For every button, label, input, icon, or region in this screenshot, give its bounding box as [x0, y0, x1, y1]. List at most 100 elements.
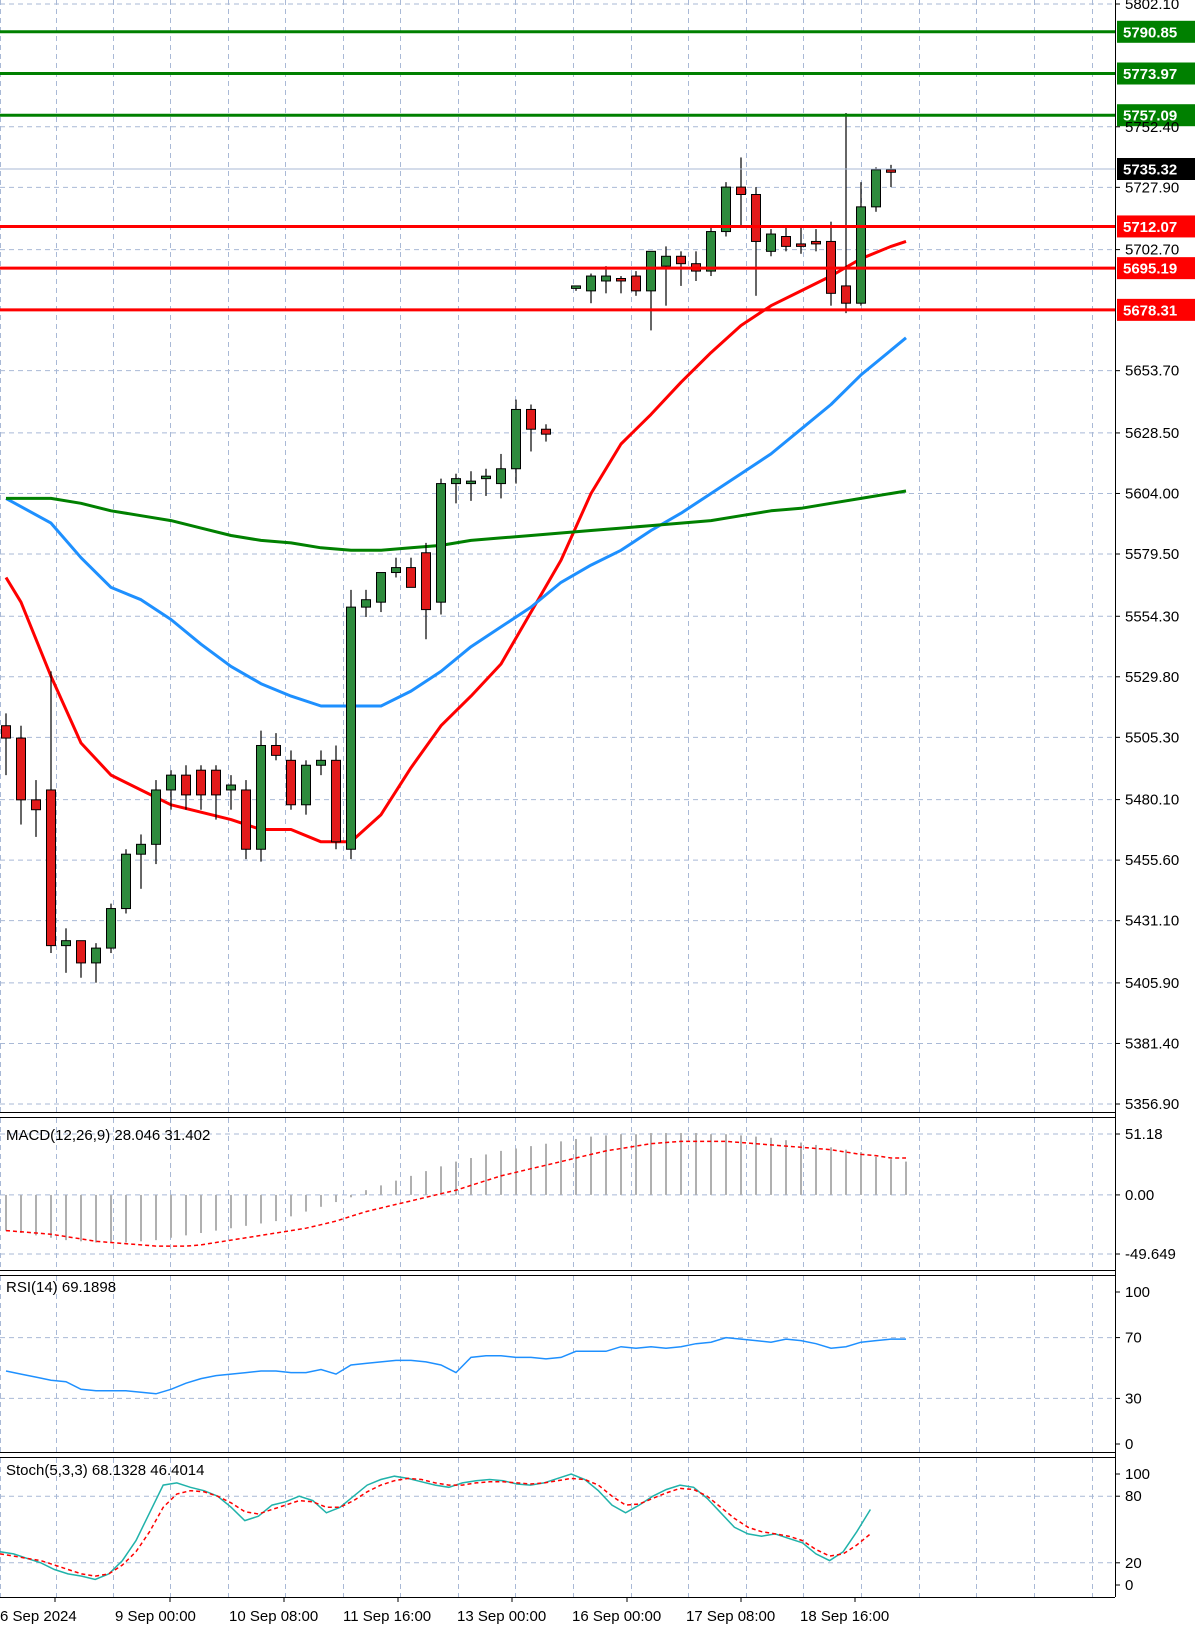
candle-body: [586, 275, 596, 292]
rsi-tick-label: 100: [1125, 1284, 1150, 1301]
candle-body: [271, 744, 281, 756]
time-tick-label: 17 Sep 08:00: [686, 1608, 775, 1625]
current-price-label: 5735.32: [1123, 162, 1177, 179]
candle-body: [451, 478, 461, 485]
stoch-tick-label: 80: [1125, 1488, 1142, 1505]
current-price-marker: 5735.32: [0, 158, 1195, 180]
macd-tick-label: 0.00: [1125, 1187, 1154, 1204]
candle: [91, 943, 101, 983]
candle: [661, 246, 671, 306]
candle-body: [646, 250, 656, 292]
candle-body: [241, 789, 251, 850]
candle-body: [721, 186, 731, 233]
candle: [391, 557, 401, 578]
candle-body: [766, 233, 776, 252]
candle-body: [481, 475, 491, 480]
candle: [61, 928, 71, 973]
price-tick-label: 5529.80: [1125, 669, 1179, 686]
candle: [181, 765, 191, 810]
candle: [766, 229, 776, 257]
candle: [226, 775, 236, 810]
stoch-plot: [0, 1473, 872, 1581]
candle-body: [631, 275, 641, 292]
price-axis: 5802.10 5752.40 5727.90 5702.70 5653.70 5628.…: [1115, 0, 1179, 1113]
candle: [541, 424, 551, 442]
stoch-grid: [0, 1457, 1115, 1598]
macd-grid: [0, 1117, 1115, 1271]
rsi-grid: [0, 1275, 1115, 1453]
stoch-panel: Stoch(5,3,3) 68.1328 46.4014 100 80 20 0: [0, 1457, 1150, 1598]
candle-body: [886, 169, 896, 173]
price-tick-label: 5554.30: [1125, 608, 1179, 625]
candle: [136, 834, 146, 889]
candle: [316, 750, 326, 776]
candle-body: [601, 275, 611, 282]
candle: [691, 251, 701, 281]
level-tag: [1117, 20, 1195, 43]
candle-body: [196, 769, 206, 796]
candle-body: [811, 240, 821, 245]
time-tick-label: 13 Sep 00:00: [457, 1608, 546, 1625]
rsi-plot: [5, 1336, 906, 1395]
price-tick-label: 5727.90: [1125, 179, 1179, 196]
price-tick-label: 5653.70: [1125, 363, 1179, 380]
macd-plot: [5, 1133, 907, 1247]
price-grid: [0, 0, 1116, 1597]
candle: [31, 780, 41, 837]
candle-body: [376, 572, 386, 603]
candle: [826, 221, 836, 306]
candle-body: [571, 285, 581, 289]
candle-body: [616, 278, 626, 282]
candle-body: [286, 759, 296, 806]
candle-body: [91, 947, 101, 964]
level-tag: [1117, 257, 1195, 280]
candle-body: [121, 853, 131, 910]
macd-tick-label: -49.649: [1125, 1246, 1176, 1263]
price-tick-label: 5405.90: [1125, 975, 1179, 992]
candle-body: [136, 843, 146, 855]
candle-body: [736, 186, 746, 195]
candle-body: [751, 193, 761, 242]
candle-body: [16, 737, 26, 801]
rsi-axis: 100 70 30 0: [1115, 1284, 1150, 1453]
candle-body: [871, 169, 881, 208]
candle: [466, 471, 476, 501]
candle: [16, 725, 26, 825]
candle: [46, 671, 56, 954]
candle: [151, 780, 161, 865]
candle-body: [151, 789, 161, 845]
candle-body: [856, 206, 866, 304]
candle: [721, 182, 731, 237]
candle: [1, 713, 11, 776]
stoch-label: Stoch(5,3,3) 68.1328 46.4014: [6, 1462, 205, 1479]
candle-body: [106, 908, 116, 949]
candle: [346, 589, 356, 860]
rsi-label: RSI(14) 69.1898: [6, 1279, 116, 1296]
candle: [121, 849, 131, 914]
moving-averages: [4, 239, 907, 844]
rsi-line: [5, 1336, 906, 1395]
candle-body: [346, 606, 356, 850]
stoch-tick-label: 20: [1125, 1555, 1142, 1572]
candle-body: [1, 725, 11, 739]
candle-body: [496, 468, 506, 485]
level-tag: [1117, 298, 1195, 321]
rsi-tick-label: 0: [1125, 1436, 1133, 1453]
candle-body: [256, 744, 266, 850]
candle: [241, 780, 251, 860]
candle: [286, 750, 296, 810]
candle: [271, 733, 281, 761]
price-tick-label: 5381.40: [1125, 1035, 1179, 1052]
support-resistance-levels: 5790.85 5773.97 5757.09 5712.07 5695.19 5678.…: [0, 20, 1195, 321]
candle: [646, 250, 656, 331]
level-tag: [1117, 215, 1195, 238]
candle: [796, 226, 806, 254]
candle: [601, 266, 611, 294]
price-tick-label: 5455.60: [1125, 852, 1179, 869]
time-tick-label: 6 Sep 2024: [0, 1608, 77, 1625]
candle-body: [781, 236, 791, 247]
price-tick-label: 5480.10: [1125, 792, 1179, 809]
stoch-axis: 100 80 20 0: [1115, 1466, 1150, 1594]
time-tick-label: 10 Sep 08:00: [229, 1608, 318, 1625]
time-tick-label: 11 Sep 16:00: [343, 1608, 431, 1625]
